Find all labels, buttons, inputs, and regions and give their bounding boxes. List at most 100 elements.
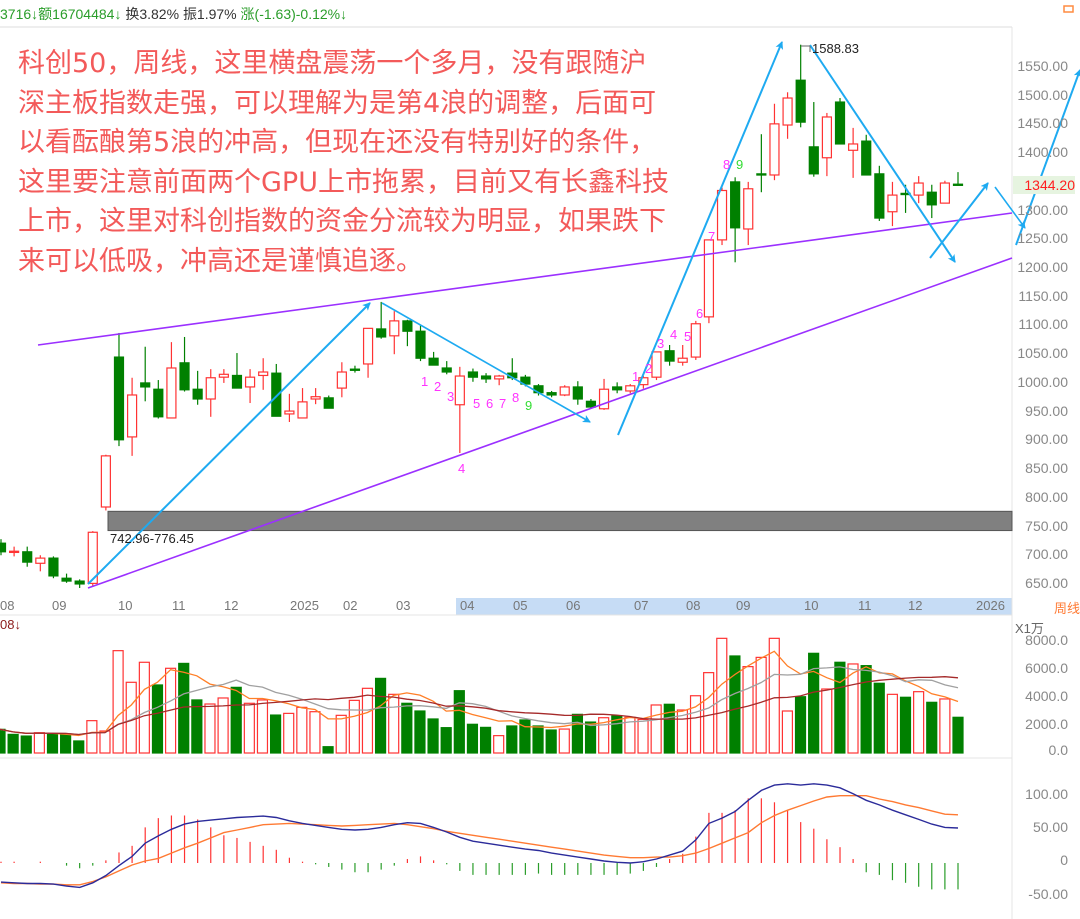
candle-body (572, 386, 583, 400)
volume-bar (466, 723, 479, 754)
candle-body (716, 189, 728, 241)
volume-bar (545, 729, 557, 754)
price-tick-label: 1300.00 (1017, 201, 1068, 218)
volume-ma5-line (0, 650, 959, 737)
wave-arrow (87, 302, 371, 585)
candle-body (192, 388, 203, 400)
candle-body (428, 357, 439, 366)
macd-tick-label: 0 (1060, 852, 1068, 868)
candle-body (585, 400, 597, 408)
volume-unit-label: X1万 (1015, 621, 1044, 636)
candle-body (349, 368, 361, 371)
volume-tick-label: 8000.0 (1025, 632, 1068, 648)
volume-bar (952, 716, 964, 754)
candle (664, 345, 675, 366)
amount: 额16704484↓ (38, 6, 122, 22)
candle (834, 98, 846, 145)
month-tick-label: 12 (908, 598, 923, 613)
volume-bar (637, 718, 649, 754)
volume-tick-label: 4000.0 (1025, 688, 1068, 704)
candle-body (913, 182, 924, 196)
candle-body (166, 367, 177, 419)
price-tick-label: 950.00 (1025, 402, 1068, 419)
volume-bars (0, 637, 964, 754)
volume-bar (20, 735, 32, 754)
candle-body (939, 182, 950, 204)
candle (61, 573, 72, 583)
wave-count-label: 8 (512, 390, 520, 405)
volume-bar (755, 656, 767, 754)
candle-body (848, 143, 859, 151)
macd-panel (0, 783, 959, 890)
volume-bar (243, 702, 255, 754)
gap-zone (107, 510, 1013, 532)
volume-bar (33, 732, 45, 754)
annotation-line: 来可以低吸，冲高还是谨慎追逐。 (18, 245, 423, 277)
candle-body (244, 376, 256, 388)
candle-body (205, 377, 216, 400)
candle (310, 388, 321, 405)
candle-body (441, 367, 452, 373)
window-icon[interactable] (1063, 5, 1074, 13)
volume-bar (7, 733, 19, 754)
price-tick-label: 650.00 (1025, 574, 1068, 591)
candle-body (559, 386, 570, 396)
candle-body (9, 550, 20, 554)
annotation-line: 上市，这里对科创指数的资金分流较为明显，如果跌下 (18, 206, 666, 238)
volume-bar (676, 709, 689, 754)
candle (703, 239, 715, 324)
candle-body (861, 140, 872, 176)
volume-bar (873, 682, 885, 754)
candle (651, 351, 662, 381)
volume-tick-label: 6000.0 (1025, 660, 1068, 676)
volume-bar (388, 693, 400, 754)
candle (100, 454, 111, 511)
candle (9, 546, 20, 557)
candle (153, 380, 164, 419)
macd-dea-line (0, 795, 959, 886)
candle-body (61, 577, 72, 582)
price-tick-label: 700.00 (1025, 546, 1068, 563)
candle-body (113, 356, 125, 441)
candle (140, 346, 151, 402)
wave-arrow (994, 186, 1026, 229)
volume-bar (913, 691, 925, 754)
candle-body (389, 320, 400, 337)
volume-bar (479, 726, 492, 754)
volume-bar (703, 672, 715, 754)
volume-bar (899, 696, 912, 754)
candle (336, 362, 347, 398)
wave-count-label: 9 (525, 398, 533, 413)
volume-bar (768, 637, 780, 754)
candle (769, 103, 780, 181)
wave-arrow (381, 302, 591, 423)
candle (612, 382, 623, 394)
period-label[interactable]: 周线 (1054, 601, 1080, 616)
candle (716, 187, 728, 246)
candle (690, 320, 701, 360)
volume-bar (886, 693, 898, 754)
wave-count-label: 5 (684, 329, 692, 344)
candle-body (612, 386, 623, 391)
candle-body (0, 542, 7, 553)
candle (926, 184, 937, 219)
price-tick-label: 1000.00 (1017, 373, 1068, 390)
volume-ma-lines (0, 650, 959, 737)
price-tick-label: 1550.00 (1017, 58, 1068, 74)
candle (572, 381, 583, 405)
volume-bar (847, 663, 859, 754)
volume-bar (60, 733, 72, 754)
candle-body (887, 194, 898, 213)
month-tick-label: 12 (224, 598, 239, 613)
volume-tail: 3716↓ (0, 6, 39, 22)
volume-bar (256, 699, 269, 754)
wave-count-label: 6 (486, 396, 494, 411)
candle-body (520, 376, 531, 385)
candle (677, 345, 688, 366)
annotation-line: 这里要注意前面两个GPU上市拖累，目前又有长鑫科技 (18, 166, 669, 198)
candle (454, 366, 465, 453)
candle-body (323, 397, 334, 409)
price-tick-label: 1150.00 (1018, 287, 1068, 304)
volume-bar (860, 665, 872, 754)
